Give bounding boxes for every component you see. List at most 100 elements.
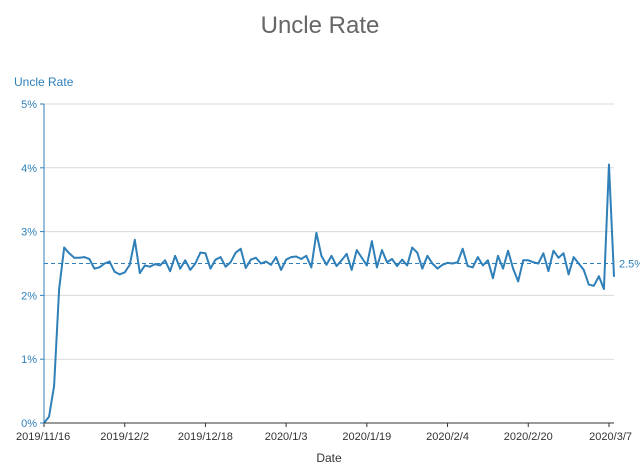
series-line (43, 163, 615, 424)
data-point (133, 238, 136, 241)
data-point (290, 256, 293, 259)
data-point (239, 247, 242, 250)
reference-line-label: 2.5% (619, 259, 640, 271)
gridlines (44, 103, 614, 360)
data-point (179, 267, 182, 270)
data-point (103, 262, 106, 265)
data-point (542, 252, 545, 255)
data-point (164, 259, 166, 262)
data-point (204, 252, 207, 255)
x-axis-ticks: 2019/11/16 2019/12/2 2019/12/18 2020/1/3 202… (16, 423, 632, 443)
data-point (431, 262, 434, 265)
x-tick-label: 2019/12/2 (100, 431, 149, 443)
data-point (527, 259, 530, 262)
data-point (143, 264, 146, 267)
data-point (249, 258, 252, 261)
data-point (350, 268, 353, 271)
data-point (426, 254, 429, 257)
data-point (113, 270, 116, 273)
series-group (43, 163, 615, 424)
data-point (265, 260, 267, 263)
data-point (532, 261, 535, 264)
data-point (83, 256, 86, 259)
data-point (53, 385, 55, 387)
data-point (154, 263, 156, 266)
data-point (260, 262, 262, 265)
data-point (381, 249, 383, 252)
data-point (229, 261, 232, 264)
data-point (73, 256, 76, 259)
data-point (577, 262, 580, 265)
data-point (461, 247, 464, 250)
data-point (557, 256, 560, 259)
data-point (502, 267, 504, 270)
data-point (98, 266, 101, 269)
data-point (396, 265, 398, 267)
data-point (481, 264, 484, 267)
data-point (441, 263, 444, 266)
x-tick-label: 2019/11/16 (16, 431, 70, 443)
data-point (492, 277, 494, 280)
data-point (123, 271, 126, 274)
data-point (451, 262, 454, 265)
data-point (597, 275, 600, 278)
data-point (199, 251, 202, 254)
data-point (280, 268, 282, 271)
x-tick-label: 2020/3/7 (589, 431, 632, 443)
data-point (401, 258, 404, 261)
data-point (360, 256, 363, 259)
data-point (159, 264, 161, 267)
data-point (275, 256, 277, 259)
data-point (149, 265, 151, 268)
data-point (572, 256, 575, 259)
data-point (547, 270, 550, 273)
data-point (340, 259, 343, 262)
data-point (63, 246, 66, 249)
data-point (608, 163, 610, 166)
data-point (613, 275, 615, 278)
data-point (476, 256, 479, 259)
data-point (189, 268, 192, 271)
data-point (466, 265, 469, 267)
data-point (391, 258, 393, 260)
data-point (138, 272, 141, 274)
data-point (315, 231, 318, 234)
data-point (325, 263, 328, 266)
data-point (219, 256, 222, 259)
chart-title: Uncle Rate (261, 12, 380, 39)
data-point (386, 261, 388, 264)
data-point (58, 288, 61, 290)
data-point (48, 415, 50, 418)
data-point (184, 259, 187, 262)
data-point (320, 254, 323, 257)
data-point (108, 260, 111, 263)
data-point (128, 263, 131, 266)
data-point (421, 267, 424, 270)
x-tick-label: 2020/1/3 (265, 431, 308, 443)
data-point (370, 240, 373, 243)
y-tick-label: 1% (21, 354, 37, 366)
data-point (310, 266, 313, 269)
data-point (497, 254, 499, 257)
data-point (406, 264, 409, 267)
data-point (68, 252, 71, 255)
data-point (78, 256, 81, 259)
data-point (587, 283, 590, 286)
y-tick-label: 3% (21, 227, 37, 239)
data-point (305, 254, 308, 257)
data-point (244, 267, 247, 269)
data-point (330, 254, 333, 257)
data-point (603, 288, 605, 290)
x-tick-label: 2020/2/4 (426, 431, 469, 443)
data-point (512, 267, 515, 270)
data-point (507, 249, 509, 252)
data-point (335, 265, 338, 267)
y-tick-label: 5% (21, 99, 37, 111)
data-point (592, 284, 595, 287)
x-tick-label: 2020/1/19 (342, 431, 391, 443)
y-axis-label: Uncle Rate (14, 75, 74, 89)
data-point (552, 249, 555, 252)
data-point (169, 270, 172, 273)
x-axis-label: Date (316, 451, 342, 465)
x-tick-label: 2019/12/18 (178, 431, 233, 443)
